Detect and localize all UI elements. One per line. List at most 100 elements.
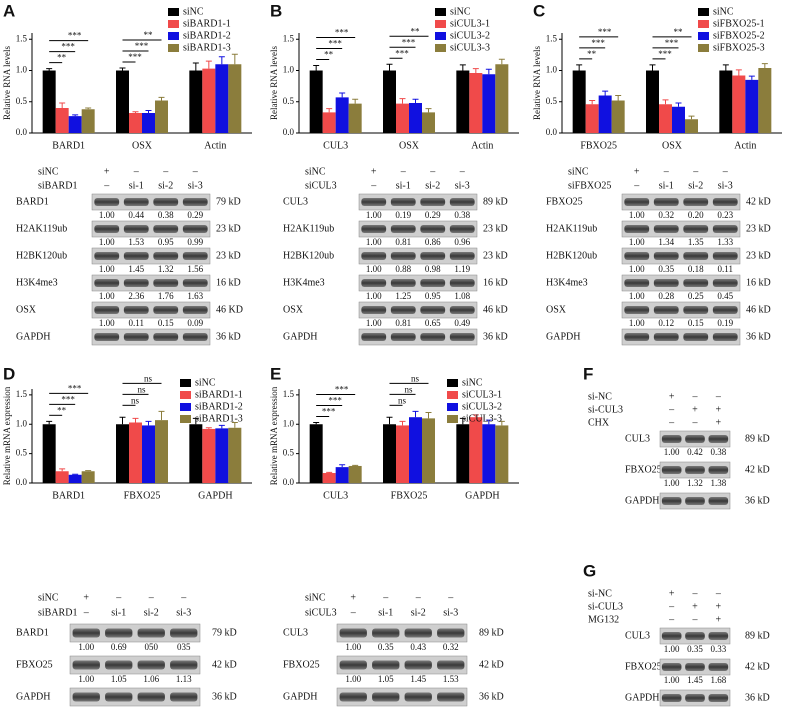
legend-label: siCUL3-2: [450, 30, 490, 41]
condition-name: siNC: [305, 592, 326, 603]
bar: [745, 79, 759, 133]
error-bar: [675, 102, 682, 107]
quantification: 035: [177, 642, 191, 652]
condition-lane: –: [370, 180, 377, 191]
bar: [572, 70, 586, 133]
quantification: 1.05: [111, 674, 127, 684]
error-bar: [192, 62, 199, 71]
quantification: 0.81: [395, 318, 411, 328]
quantification: 0.11: [129, 318, 144, 328]
row-size: 23 kD: [746, 223, 771, 234]
blot-band: [624, 225, 650, 233]
bar: [202, 68, 216, 133]
error-bar: [231, 53, 238, 65]
quantification: 0.99: [187, 237, 203, 247]
blot-band: [137, 692, 165, 702]
bar: [672, 106, 685, 133]
blot-band: [182, 306, 208, 314]
bar: [585, 104, 599, 133]
condition-lane: –: [415, 592, 422, 603]
condition-lane: si-1: [396, 180, 411, 191]
row-size: 79 kD: [212, 627, 237, 638]
blot-strip: [621, 247, 741, 265]
error-bar: [576, 64, 583, 71]
row-size: 89 kD: [745, 630, 770, 641]
bar: [68, 116, 82, 133]
bar: [469, 417, 483, 483]
quantification: 1.68: [710, 675, 726, 685]
significance-label: **: [57, 53, 67, 63]
condition-name: si-CUL3: [588, 404, 623, 415]
condition-lane: –: [133, 166, 140, 177]
condition-lane: si-1: [129, 180, 144, 191]
row-name: GAPDH: [283, 331, 317, 342]
quantification: 0.15: [688, 318, 704, 328]
legend-label: siBARD1-1: [195, 389, 243, 400]
row-name: CUL3: [625, 433, 650, 444]
blot-band: [449, 252, 475, 260]
error-bar: [145, 110, 152, 113]
blot-band: [661, 497, 682, 505]
error-bar: [472, 414, 479, 418]
bar: [482, 74, 496, 133]
bar: [155, 420, 168, 483]
error-bar: [662, 99, 669, 105]
quantification: 0.69: [111, 642, 127, 652]
x-tick-label: FBXO25: [580, 140, 617, 151]
blot-band: [105, 660, 133, 670]
row-name: FBXO25: [625, 464, 662, 475]
blot-band: [94, 306, 120, 314]
blot-band: [339, 660, 367, 670]
quantification: 0.98: [425, 264, 441, 274]
legend-swatch: [168, 32, 179, 40]
error-bar: [145, 420, 152, 426]
condition-lane: –: [192, 166, 199, 177]
blot-band: [137, 628, 165, 638]
blot-band: [708, 497, 729, 505]
blot-band: [372, 628, 400, 638]
row-name: OSX: [546, 304, 567, 315]
error-bar: [761, 63, 768, 68]
bar: [348, 103, 362, 133]
y-tick-label: 0.0: [16, 127, 28, 137]
x-tick-label: Actin: [204, 140, 226, 151]
bar: [456, 424, 470, 483]
blot-band: [390, 306, 416, 314]
quantification: 050: [145, 642, 159, 652]
condition-lane: si-2: [688, 180, 703, 191]
condition-lane: si-2: [144, 607, 159, 618]
error-bar: [722, 64, 729, 71]
row-size: 36 kD: [479, 691, 504, 702]
condition-lane: –: [692, 166, 699, 177]
legend-label: siNC: [450, 6, 471, 17]
quantification: 0.45: [717, 291, 733, 301]
blot-strip: [358, 328, 478, 346]
condition-lane: si-3: [176, 607, 191, 618]
row-size: 42 kD: [745, 464, 770, 475]
legend-swatch: [180, 391, 191, 399]
bar: [55, 471, 69, 483]
row-name: GAPDH: [283, 691, 317, 702]
legend-label: siBARD1-2: [183, 30, 231, 41]
blot-band: [94, 198, 120, 206]
blot-strip: [621, 328, 741, 346]
significance-label: ***: [665, 38, 679, 48]
x-tick-label: OSX: [132, 140, 153, 151]
bar: [322, 473, 336, 483]
blot-strip: [69, 655, 201, 675]
significance-label: ***: [591, 38, 605, 48]
quantification: 0.95: [425, 291, 441, 301]
condition-lane: –: [715, 391, 722, 402]
error-bar: [72, 473, 79, 475]
quantification: 1.00: [366, 210, 382, 220]
blot-band: [653, 279, 679, 287]
condition-lane: +: [669, 588, 675, 599]
quantification: 1.00: [99, 210, 115, 220]
legend-swatch: [435, 8, 446, 16]
bar: [469, 73, 483, 133]
row-name: H3K4me3: [16, 277, 58, 288]
condition-name: siNC: [305, 166, 326, 177]
panel: E Relative mRNA expression 0.0 0.5 1.0 1.5 CUL…: [269, 364, 519, 707]
y-tick-label: 1.5: [283, 389, 295, 399]
blot-band: [94, 279, 120, 287]
